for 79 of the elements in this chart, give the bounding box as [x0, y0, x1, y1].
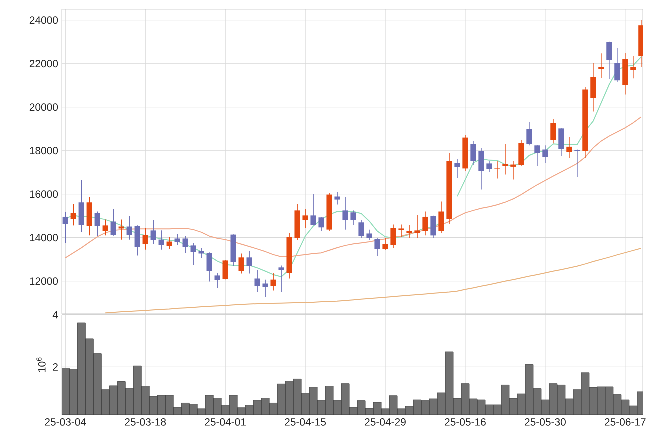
candlestick: [390, 224, 396, 248]
candlestick: [254, 270, 260, 292]
x-tick-label: 25-06-17: [605, 418, 646, 426]
candlestick: [590, 62, 596, 112]
candlestick: [374, 238, 380, 257]
candlestick: [406, 224, 412, 239]
candlestick: [214, 272, 220, 289]
y-tick-label: 4: [52, 311, 58, 319]
candlestick: [134, 225, 140, 256]
candlestick: [494, 160, 500, 180]
candlestick: [478, 148, 484, 190]
candlestick: [86, 196, 92, 236]
candlestick: [566, 136, 572, 158]
candlestick: [382, 238, 388, 251]
candlestick: [422, 211, 428, 236]
x-tick-label: 25-04-01: [205, 418, 246, 426]
y-tick-label: 18000: [30, 147, 58, 155]
candlestick: [430, 215, 436, 238]
candlestick: [78, 180, 84, 232]
candlestick: [550, 118, 556, 144]
y-tick-label: 14000: [30, 234, 58, 242]
candlestick: [534, 145, 540, 167]
candlestick: [454, 158, 460, 178]
x-tick-label: 25-03-04: [45, 418, 86, 426]
x-tick-label: 25-05-30: [525, 418, 566, 426]
candlestick: [110, 208, 116, 236]
candlestick: [150, 220, 156, 245]
candlestick: [510, 160, 516, 180]
candlestick: [630, 56, 636, 80]
candlestick: [342, 196, 348, 230]
x-tick-label: 25-03-18: [125, 418, 166, 426]
candlestick: [526, 122, 532, 146]
candlestick: [414, 214, 420, 239]
candlestick: [182, 236, 188, 254]
candlestick: [158, 230, 164, 250]
candlestick: [438, 201, 444, 234]
y-tick-label: 2: [53, 364, 58, 371]
candlestick: [190, 242, 196, 266]
candlestick: [398, 224, 404, 238]
candlestick: [366, 229, 372, 241]
candlestick: [238, 253, 244, 274]
candlestick: [598, 53, 604, 79]
candlestick: [302, 208, 308, 228]
y-tick-label: 12000: [30, 278, 58, 286]
candlestick: [166, 236, 172, 250]
y-tick-label: 22000: [30, 60, 58, 68]
candlestick: [334, 192, 340, 206]
candlestick: [62, 212, 68, 244]
y-axis-title: 10$^{6}$: [36, 358, 46, 372]
candlestick: [94, 211, 100, 237]
candlestick: [102, 219, 108, 236]
x-tick-label: 25-05-16: [445, 418, 486, 426]
candlestick: [606, 41, 612, 80]
candlestick: [270, 272, 276, 292]
candlestick: [518, 140, 524, 167]
x-tick-label: 25-04-29: [365, 418, 406, 426]
candlestick: [246, 250, 252, 274]
candlestick: [350, 210, 356, 226]
candlestick: [70, 204, 76, 226]
candlestick: [310, 194, 316, 226]
candlestick: [126, 216, 132, 240]
x-tick-label: 25-04-15: [285, 418, 326, 426]
candlestick: [262, 279, 268, 298]
y-tick-label: 24000: [30, 16, 58, 24]
candlestick: [614, 48, 620, 83]
candlestick: [358, 220, 364, 239]
candlestick: [502, 144, 508, 176]
candlestick: [486, 160, 492, 172]
candlestick: [206, 252, 212, 282]
candlestick: [542, 145, 548, 164]
candlestick: [574, 149, 580, 178]
candlestick: [558, 128, 564, 156]
candlestick: [278, 265, 284, 292]
y-tick-label: 16000: [30, 190, 58, 198]
y-tick-label: 20000: [30, 104, 58, 112]
candlestick: [470, 140, 476, 166]
candlestick: [174, 234, 180, 246]
candlestick: [318, 217, 324, 232]
candlestick: [142, 228, 148, 250]
